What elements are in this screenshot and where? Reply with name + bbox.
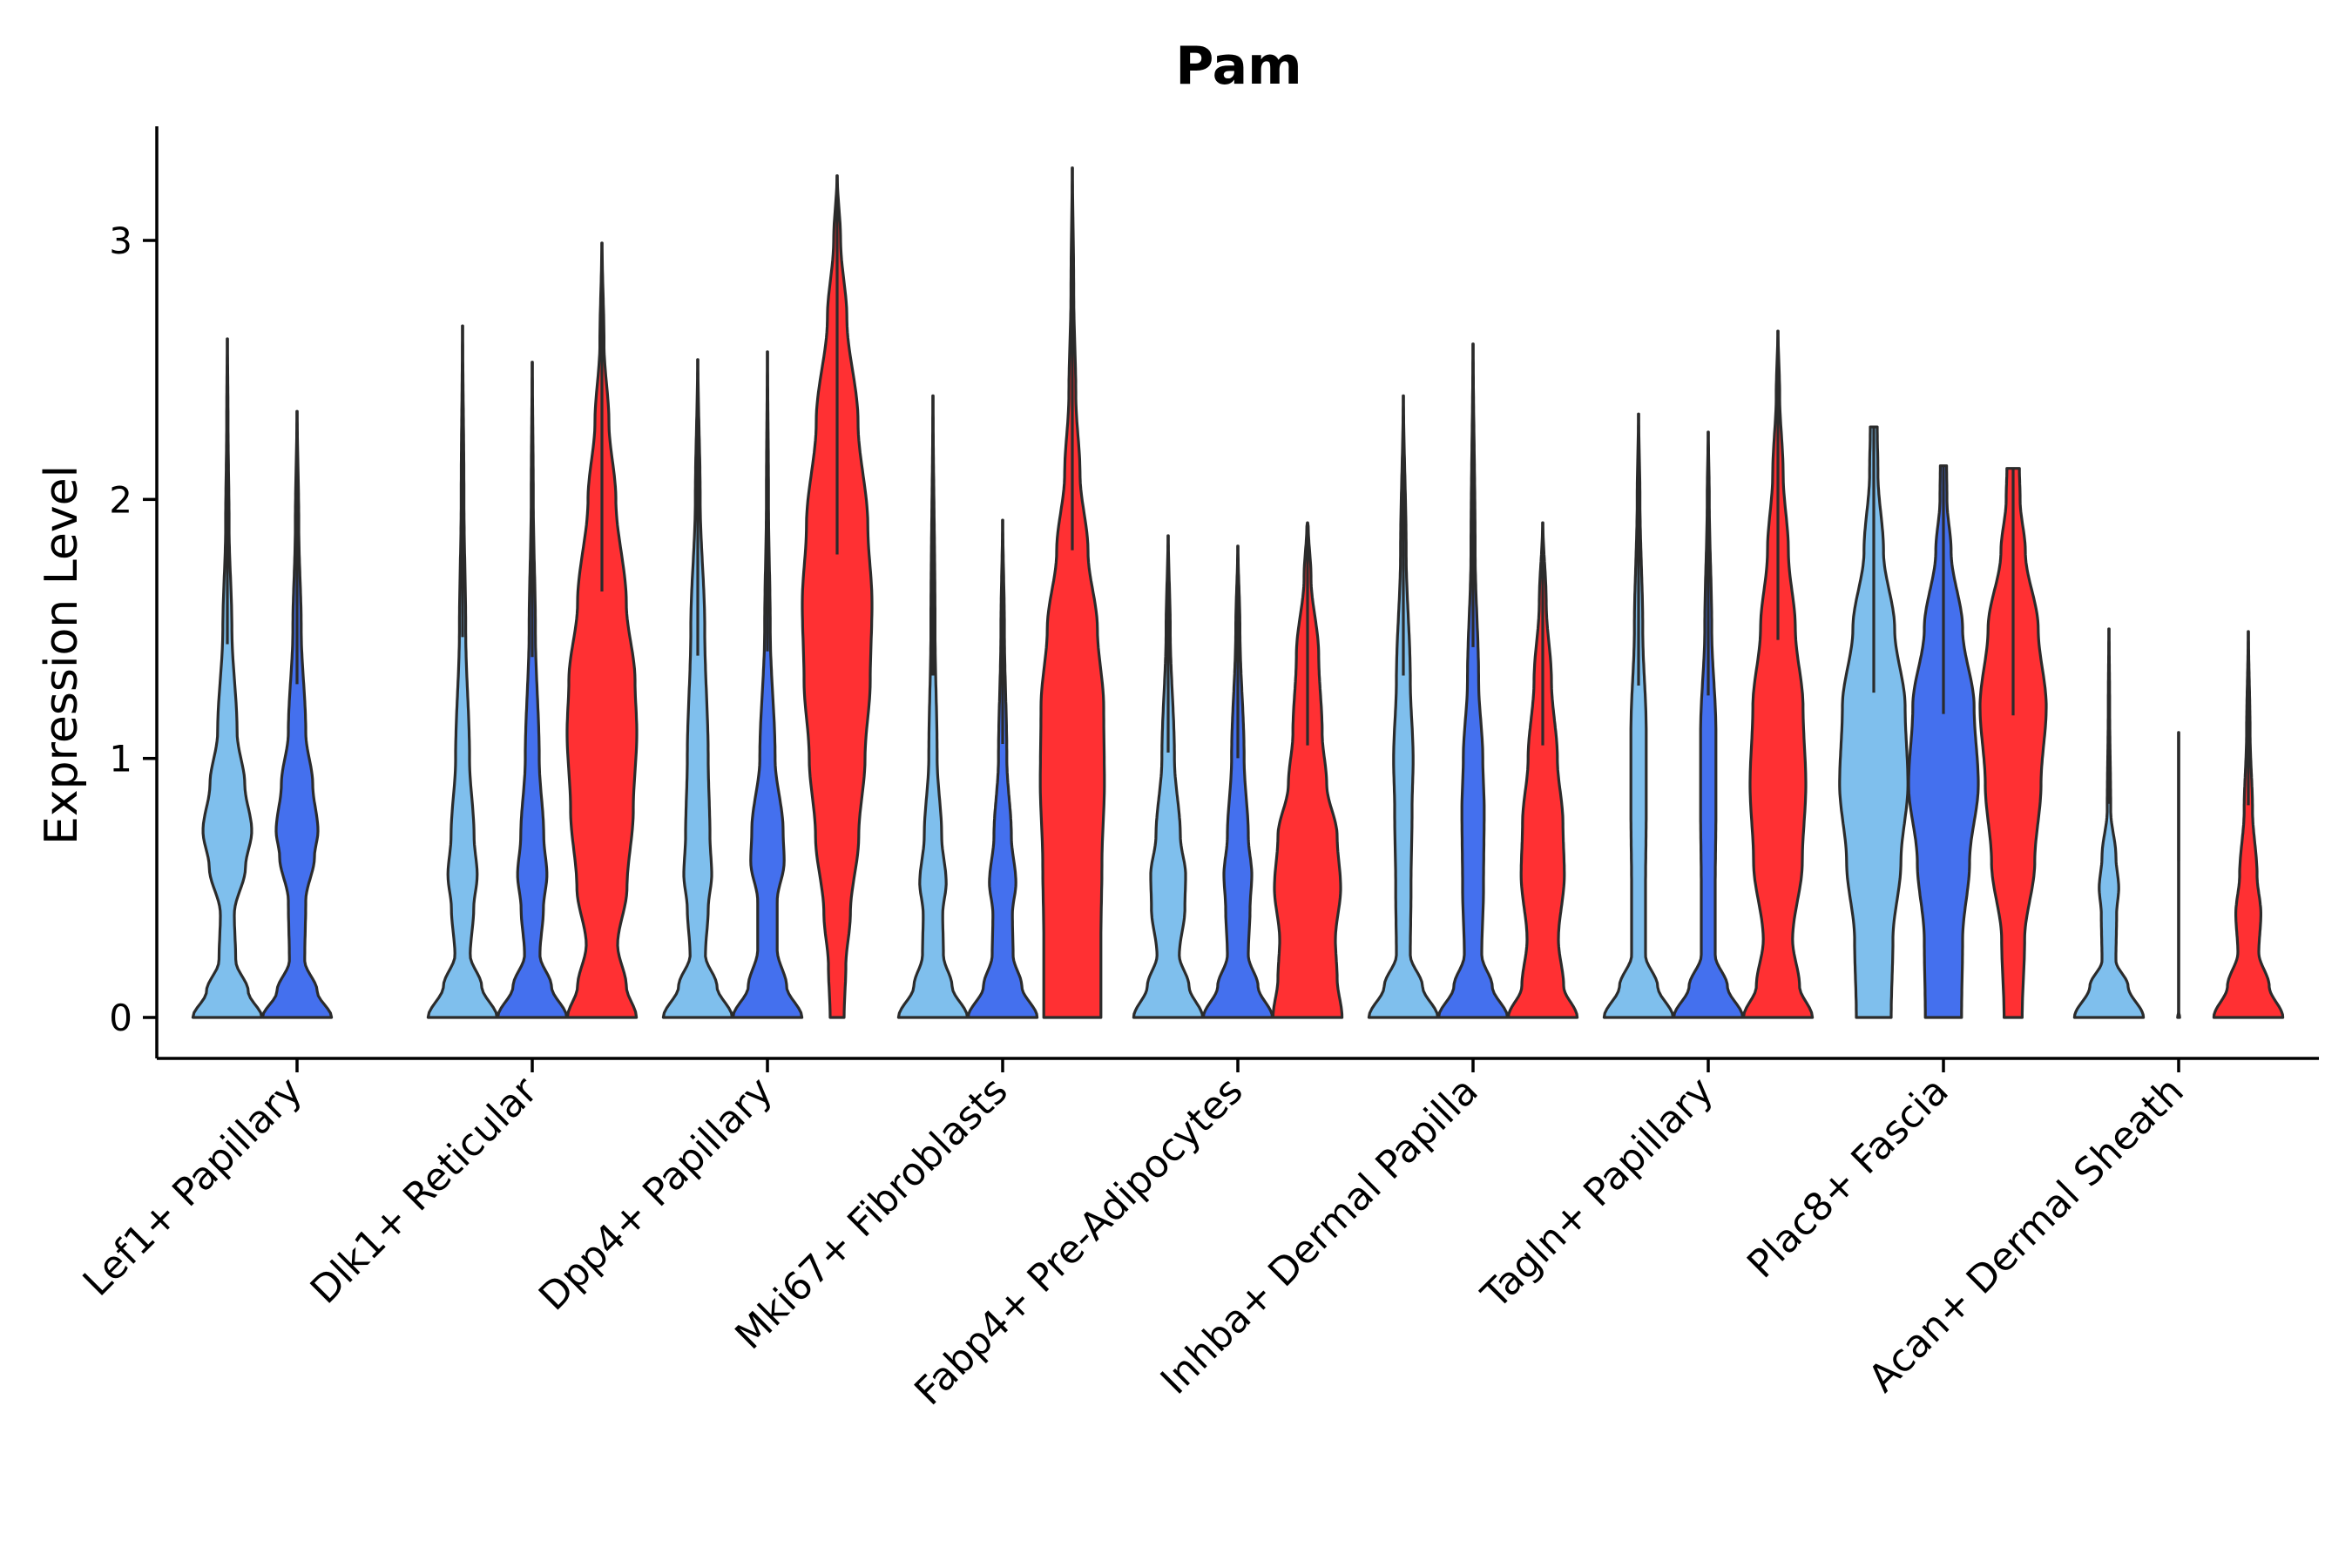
violins-layer	[191, 166, 2285, 1019]
y-tick-label: 1	[109, 738, 132, 781]
violin-mark	[1978, 467, 2048, 1019]
violin-mark	[1672, 430, 1745, 1019]
violin-mark	[1602, 412, 1675, 1019]
violin-mark	[1436, 342, 1510, 1019]
x-category-label: Tagln+ Papillary	[1473, 1069, 1722, 1318]
violin-mark	[496, 361, 569, 1019]
y-tick-label: 3	[109, 220, 132, 262]
violin-mark	[966, 518, 1039, 1019]
chart-title: Pam	[1175, 36, 1301, 97]
x-category-label: Dpp4+ Papillary	[531, 1069, 781, 1320]
x-category-label: Lef1+ Papillary	[75, 1069, 311, 1305]
violin-mark	[426, 324, 499, 1019]
x-category-label: Dlk1+ Reticular	[302, 1068, 547, 1313]
violin-mark	[1907, 464, 1980, 1019]
violin-mark	[2176, 731, 2181, 1019]
violin-mark	[260, 409, 334, 1019]
y-axis-label: Expression Level	[36, 465, 88, 845]
violin-mark	[1838, 425, 1909, 1019]
y-tick-label: 0	[109, 997, 132, 1039]
x-category-label: Plac8+ Fascia	[1739, 1069, 1957, 1288]
y-tick-label: 2	[109, 478, 132, 521]
violin-mark	[1038, 166, 1106, 1019]
